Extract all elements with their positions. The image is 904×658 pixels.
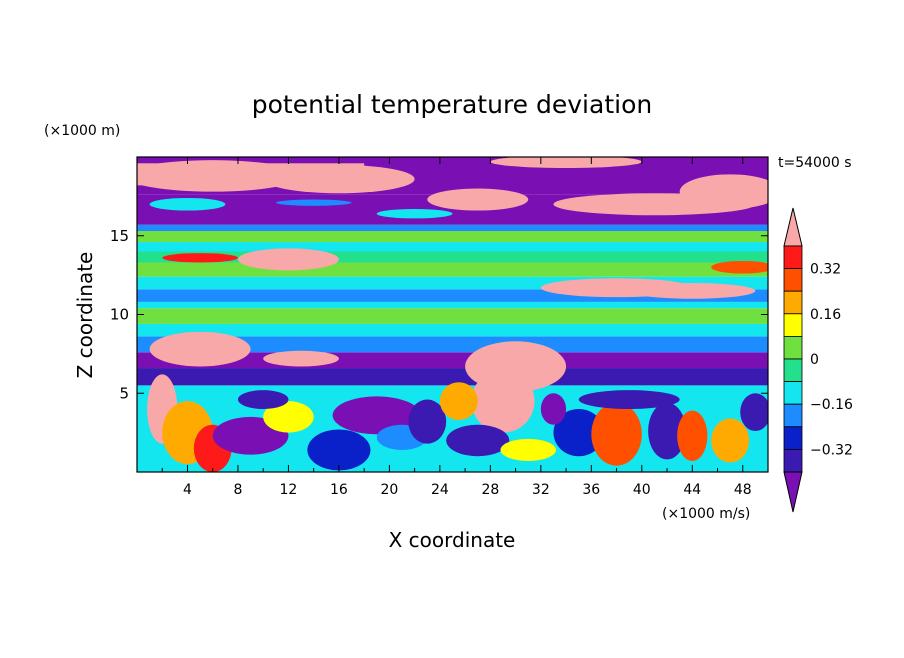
x-tick-label: 12 (280, 482, 298, 498)
field-blob (553, 409, 604, 457)
field-blob (677, 410, 708, 461)
colorbar: 0.32 0.16 0 −0.16 −0.32 (783, 207, 853, 513)
colorbar-segment (783, 358, 803, 383)
field-blob (500, 438, 556, 461)
x-tick-label: 44 (683, 482, 701, 498)
x-axis-label: X coordinate (389, 528, 516, 552)
colorbar-tick-label: −0.32 (810, 442, 853, 458)
colorbar-tick-label: 0.32 (810, 262, 841, 278)
field-blob (591, 402, 642, 466)
field-blob (149, 197, 226, 211)
field-blob (408, 399, 447, 444)
field-band (137, 336, 768, 353)
pink-blob (490, 157, 642, 169)
pink-blob (137, 160, 302, 192)
x-tick-label: 8 (233, 482, 242, 498)
field-blob (162, 253, 238, 263)
field-band (137, 224, 768, 232)
pink-blob (263, 350, 339, 367)
colorbar-tick-label: 0 (810, 352, 819, 368)
x-tick-label: 32 (532, 482, 550, 498)
pink-blob (471, 369, 535, 433)
y-unit-label: (×1000 m) (44, 123, 120, 139)
field-blob (332, 396, 421, 435)
field-blob (540, 393, 567, 425)
field-band (137, 368, 768, 386)
pink-blob (427, 188, 529, 211)
field-band (137, 308, 768, 324)
x-tick-label: 4 (183, 482, 192, 498)
colorbar-segment (783, 403, 803, 428)
field-blob (376, 208, 453, 219)
field-blob (578, 390, 680, 409)
field-blob (711, 418, 750, 463)
colorbar-segment (783, 426, 803, 450)
field-blob (648, 402, 686, 460)
colorbar-overflow-high (783, 207, 803, 247)
field-blob (740, 393, 768, 432)
y-axis-ticks: 5 10 15 (110, 227, 768, 402)
field-blob (307, 429, 371, 471)
x-tick-label: 40 (633, 482, 651, 498)
colorbar-segment (783, 245, 803, 270)
pink-blob (149, 331, 251, 367)
x-tick-label: 24 (431, 482, 449, 498)
y-tick-label: 5 (119, 384, 129, 402)
colorbar-segment (783, 290, 803, 315)
pink-blob (629, 283, 756, 299)
x-tick-label: 36 (582, 482, 600, 498)
colorbar-segment (783, 313, 803, 337)
field-blob (439, 382, 478, 421)
x-tick-label: 48 (734, 482, 752, 498)
pink-blob (237, 248, 339, 271)
colorbar-segment (783, 381, 803, 405)
pink-blob (679, 174, 768, 209)
x-tick-label: 16 (330, 482, 348, 498)
field-blob (275, 199, 352, 206)
time-label: t=54000 s (778, 155, 852, 171)
field-band (137, 242, 768, 252)
field-band (137, 231, 768, 243)
field-blob (263, 401, 314, 433)
colorbar-segment (783, 268, 803, 292)
field-blob (237, 390, 289, 409)
contour-field (137, 157, 768, 472)
y-tick-label: 15 (110, 227, 129, 245)
colorbar-segment (783, 448, 803, 473)
x-tick-label: 20 (380, 482, 398, 498)
y-axis-label: Z coordinate (73, 252, 97, 379)
colorbar-overflow-low (783, 471, 803, 513)
pink-blob (263, 164, 415, 194)
x-axis-ticks: 4 8 12 16 20 24 28 32 36 40 44 48 (161, 157, 752, 498)
y-tick-label: 10 (110, 306, 129, 324)
field-blob (446, 424, 510, 457)
chart-title: potential temperature deviation (252, 90, 652, 119)
field-band (137, 301, 768, 309)
field-band (137, 262, 768, 277)
x-unit-label: (×1000 m/s) (662, 506, 750, 522)
colorbar-tick-label: 0.16 (810, 307, 841, 323)
field-blob (711, 260, 768, 274)
x-tick-label: 28 (481, 482, 499, 498)
field-band (137, 251, 768, 263)
field-band (137, 323, 768, 337)
colorbar-segment (783, 335, 803, 360)
colorbar-tick-label: −0.16 (810, 397, 853, 413)
